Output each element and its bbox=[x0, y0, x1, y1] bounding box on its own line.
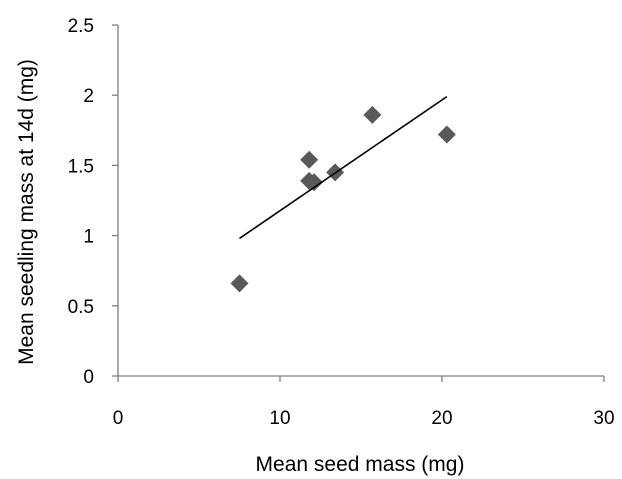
y-tick-label: 0.5 bbox=[68, 297, 94, 318]
x-tick-label: 0 bbox=[113, 408, 124, 429]
y-tick-label: 1.5 bbox=[68, 156, 94, 177]
y-tick-label: 2 bbox=[83, 86, 94, 107]
axes bbox=[112, 24, 605, 382]
trendline-group bbox=[239, 95, 448, 240]
x-tick-label: 10 bbox=[269, 408, 290, 429]
x-tick-label: 30 bbox=[593, 408, 614, 429]
y-axis-title: Mean seedling mass at 14d (mg) bbox=[15, 59, 38, 365]
y-tick-labels: 0 0.5 1 1.5 2 2.5 bbox=[68, 16, 94, 388]
x-tick-label: 20 bbox=[431, 408, 452, 429]
data-point bbox=[437, 125, 456, 144]
data-markers bbox=[230, 105, 456, 293]
y-tick-label: 0 bbox=[83, 367, 94, 388]
y-tick-label: 1 bbox=[83, 227, 94, 248]
x-tick-labels: 0 10 20 30 bbox=[113, 408, 615, 429]
data-point bbox=[363, 105, 382, 124]
data-point bbox=[230, 274, 249, 293]
y-tick-label: 2.5 bbox=[68, 16, 94, 37]
data-point bbox=[305, 173, 324, 192]
x-axis-title: Mean seed mass (mg) bbox=[256, 453, 465, 476]
trendline bbox=[239, 95, 448, 240]
data-point bbox=[300, 150, 319, 169]
